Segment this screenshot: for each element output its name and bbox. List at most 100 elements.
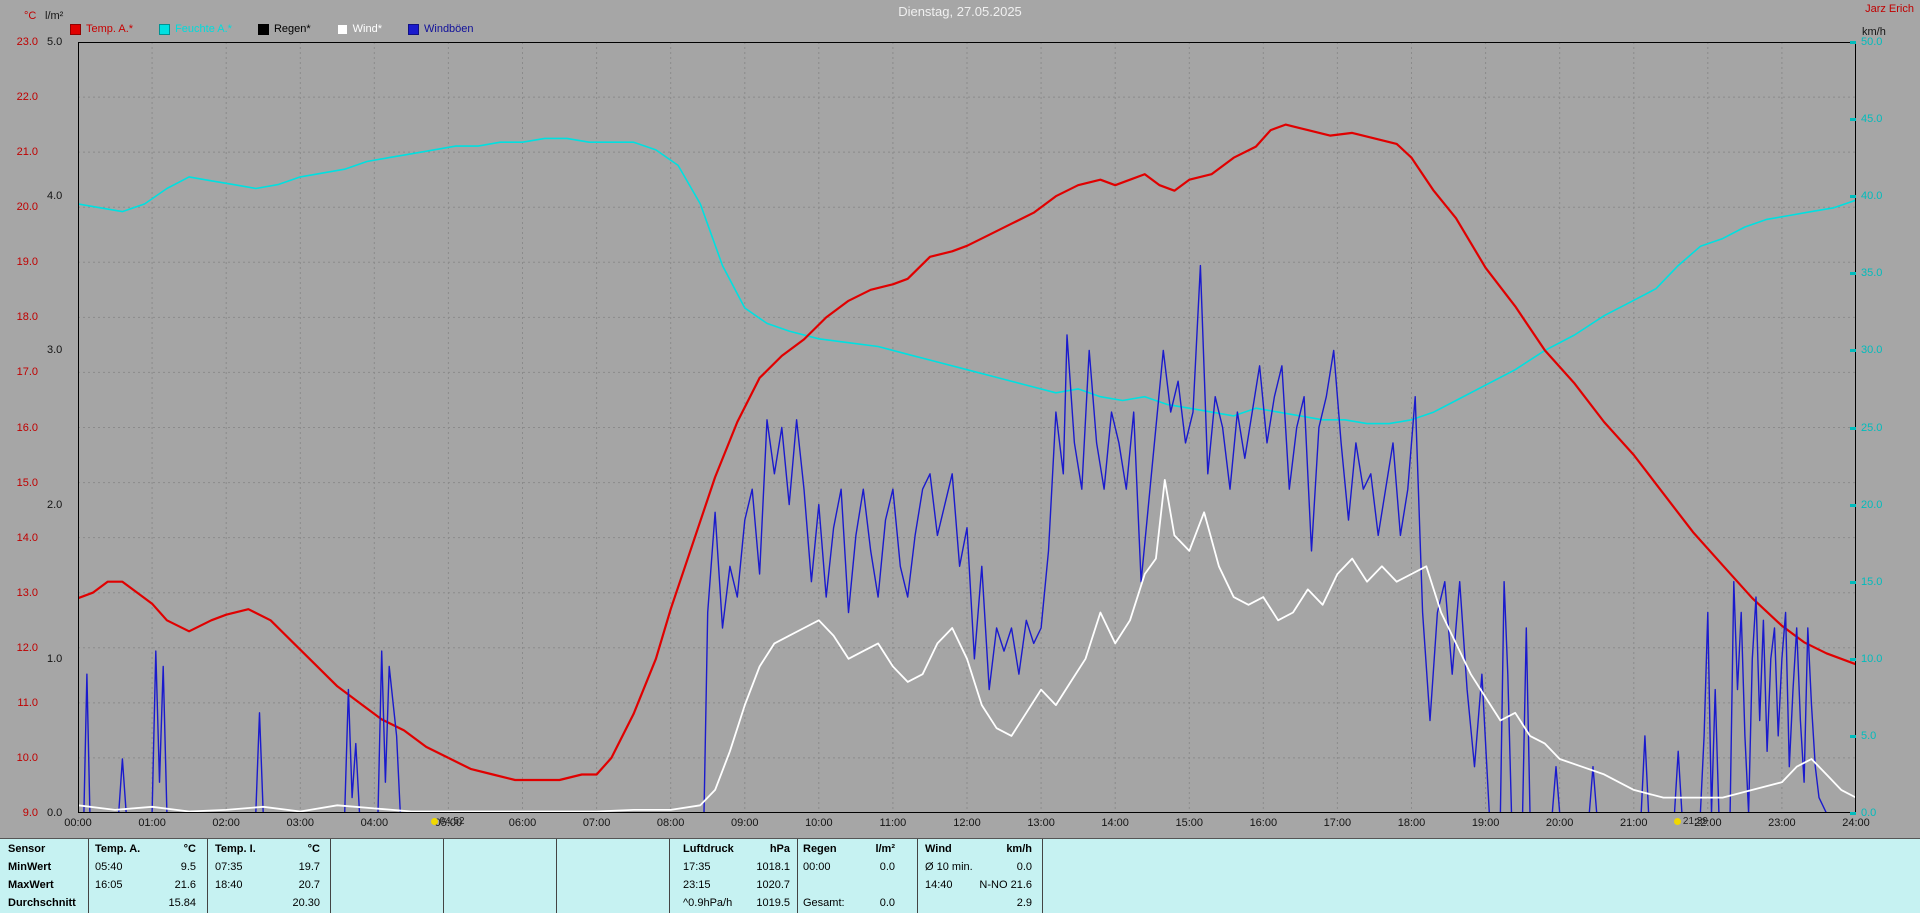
temp-axis-tick: 15.0 [16,476,38,489]
wind-axis-tick: 0.0 [1861,807,1877,819]
user-name: Jarz Erich [1865,3,1914,15]
legend-swatch-icon [257,23,269,35]
sunrise-time: 04:52 [439,816,465,827]
cell-avg-temp-a-val: 15.84 [168,897,196,909]
cell-max-wind-val: N-NO 21.6 [979,879,1032,891]
temp-axis-tick: 20.0 [16,201,38,214]
time-axis-tick: 16:00 [1249,817,1278,829]
time-axis-tick: 02:00 [212,817,240,829]
cell-max-temp-a-time: 16:05 [95,879,123,891]
legend-item: Feuchte A.* [159,23,232,35]
legend-label: Feuchte A.* [175,23,232,35]
row-label-maxwert: MaxWert [8,879,54,891]
legend-label: Temp. A.* [86,23,134,35]
table-divider [556,839,557,913]
legend-item: Temp. A.* [70,23,133,35]
page-title: Dienstag, 27.05.2025 [898,4,1022,19]
time-axis-tick: 04:00 [360,817,389,829]
temp-axis-tick: 21.0 [16,146,38,159]
table-divider [797,839,798,913]
cell-min-wind-time: Ø 10 min. [925,861,973,873]
legend-label: Regen* [273,23,311,35]
table-header-regen-unit: l/m² [875,843,895,855]
plot-area [78,42,1856,813]
cell-min-wind-val: 0.0 [1016,861,1032,873]
wind-axis-tick: 15.0 [1861,575,1883,588]
table-header-luftdruck: Luftdruck [683,843,734,855]
sun-icon [430,818,438,825]
temp-axis-tick: 11.0 [17,696,38,709]
legend: Temp. A.* Feuchte A.* Regen* Wind* Windböen [70,23,474,35]
temp-axis-tick: 12.0 [16,641,38,654]
wind-axis-tick: 35.0 [1861,267,1883,280]
sunrise-marker: 04:52 [430,816,465,827]
wind-axis-tick: 25.0 [1861,421,1883,434]
time-axis-tick: 06:00 [508,817,537,829]
temp-axis-tick: 22.0 [16,91,38,104]
time-axis-tick: 01:00 [138,817,166,829]
row-label-durchschnitt: Durchschnitt [8,897,76,909]
wind-axis-tick: 45.0 [1861,113,1883,126]
cell-max-temp-i-val: 20.7 [298,879,320,891]
table-header-wind-unit: km/h [1006,843,1032,855]
time-axis-tick: 13:00 [1027,817,1055,829]
legend-item: Windböen [408,23,474,35]
temp-axis-unit: °C [24,10,37,22]
cell-avg-regen-val: 0.0 [879,897,895,909]
wind-axis-unit: km/h [1862,26,1886,38]
rain-axis-tick: 2.0 [47,498,63,511]
temp-axis-tick: 17.0 [16,366,38,379]
cell-min-regen-time: 00:00 [803,861,831,873]
wind-axis-tick: 20.0 [1861,498,1883,511]
cell-avg-luftdruck-val: 1019.5 [756,897,790,909]
legend-swatch-icon [408,23,419,35]
sun-icon [1673,818,1681,825]
time-axis-tick: 03:00 [286,817,315,829]
legend-label: Wind* [352,23,382,35]
rain-axis-unit: l/m² [45,10,64,22]
table-divider [917,839,918,913]
table-divider [1042,839,1043,913]
sunset-time: 21:39 [1682,816,1708,827]
table-header-wind: Wind [925,843,952,855]
table-header-temp-i-unit: °C [307,843,320,855]
table-header-temp-a: Temp. A. [95,843,141,855]
time-axis-tick: 09:00 [730,817,759,829]
temp-axis-tick: 16.0 [16,421,38,434]
table-header-temp-i: Temp. I. [215,843,256,855]
legend-swatch-icon [159,23,171,35]
temp-axis-tick: 13.0 [16,586,38,599]
stats-table: Sensor Temp. A. °C Temp. I. °C Luftdruck… [0,838,1920,913]
temp-axis-tick: 19.0 [16,256,38,269]
rain-axis-tick: 5.0 [47,36,63,48]
time-axis-tick: 24:00 [1842,817,1870,829]
temp-axis-tick: 23.0 [16,36,38,48]
cell-max-temp-a-val: 21.6 [174,879,196,891]
cell-min-regen-val: 0.0 [879,861,895,873]
cell-avg-luftdruck-tendenz: ^0.9hPa/h [683,897,733,909]
table-header-sensor: Sensor [8,843,46,855]
time-axis-tick: 12:00 [953,817,981,829]
time-axis-tick: 19:00 [1471,817,1500,829]
table-header-regen: Regen [803,843,837,855]
cell-max-luftdruck-time: 23:15 [683,879,711,891]
time-axis-tick: 11:00 [879,817,907,829]
time-axis-tick: 22:00 [1694,817,1722,829]
title-bar: Dienstag, 27.05.2025 Jarz Erich [0,0,1920,22]
time-axis-tick: 15:00 [1175,817,1204,829]
time-axis-tick: 08:00 [656,817,685,829]
table-divider [669,839,670,913]
time-axis-tick: 14:00 [1101,817,1129,829]
cell-min-temp-a-val: 9.5 [180,861,196,873]
table-header-luftdruck-unit: hPa [769,843,790,855]
time-axis-tick: 05:00 [434,817,463,829]
cell-max-luftdruck-val: 1020.7 [756,879,790,891]
cell-max-wind-time: 14:40 [925,879,953,891]
time-axis-tick: 17:00 [1323,817,1352,829]
time-axis-tick: 07:00 [582,817,611,829]
cell-min-temp-i-time: 07:35 [215,861,243,873]
cell-min-luftdruck-val: 1018.1 [756,861,790,873]
legend-item: Wind* [336,23,382,35]
wind-axis-tick: 30.0 [1861,344,1883,357]
sunset-marker: 21:39 [1673,816,1708,827]
